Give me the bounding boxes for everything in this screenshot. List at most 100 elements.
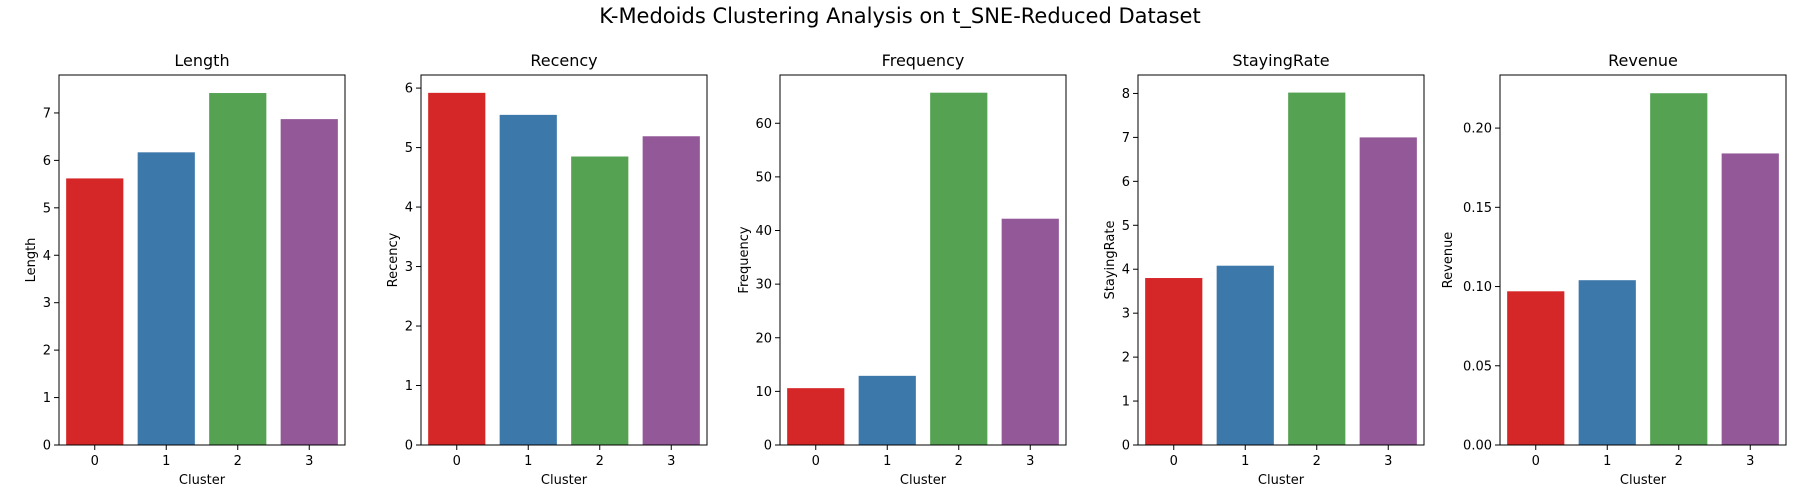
x-tick-label: 3 bbox=[1746, 454, 1754, 469]
y-tick-label: 0 bbox=[764, 439, 772, 454]
axes-frame bbox=[779, 74, 1067, 446]
bar-cluster-2 bbox=[1650, 93, 1708, 445]
y-tick-label: 4 bbox=[43, 249, 51, 264]
x-tick-label: 1 bbox=[162, 454, 170, 469]
x-tick-label: 3 bbox=[1384, 454, 1392, 469]
subplot-revenue: 0 1 2 3 0.00 0.05 0.10 0.15 0.20 Revenue Cluster Re… bbox=[1441, 51, 1787, 488]
x-tick-label: 2 bbox=[234, 454, 242, 469]
x-axis-label: Cluster bbox=[541, 473, 588, 488]
x-tick-label: 3 bbox=[667, 454, 675, 469]
x-tick-label: 0 bbox=[453, 454, 461, 469]
y-tick-label: 4 bbox=[1122, 263, 1130, 278]
bar-cluster-2 bbox=[930, 92, 988, 445]
bar-cluster-1 bbox=[499, 114, 557, 446]
x-tick-label: 2 bbox=[1675, 454, 1683, 469]
x-tick-label: 0 bbox=[812, 454, 820, 469]
x-axis-label: Cluster bbox=[1258, 473, 1305, 488]
y-tick-label: 0 bbox=[1122, 439, 1130, 454]
y-axis-label: Revenue bbox=[1441, 232, 1456, 289]
bar-cluster-1 bbox=[1216, 265, 1274, 445]
axes-frame bbox=[58, 74, 346, 446]
y-tick-label: 10 bbox=[755, 385, 772, 400]
y-tick-label: 0 bbox=[43, 439, 51, 454]
x-tick-label: 1 bbox=[1603, 454, 1611, 469]
bar-cluster-0 bbox=[787, 388, 845, 445]
bar-cluster-3 bbox=[1721, 153, 1779, 445]
bar-cluster-3 bbox=[1359, 137, 1417, 445]
y-tick-label: 1 bbox=[43, 391, 51, 406]
x-tick-label: 2 bbox=[596, 454, 604, 469]
axes-frame bbox=[1137, 74, 1425, 446]
bar-cluster-0 bbox=[1507, 291, 1565, 445]
figure-title: K-Medoids Clustering Analysis on t_SNE-R… bbox=[599, 4, 1201, 28]
y-tick-label: 7 bbox=[43, 106, 51, 121]
y-tick-label: 60 bbox=[755, 117, 772, 132]
subplot-recency: 0 1 2 3 0 1 2 3 4 5 6 Recency Cluster Recency bbox=[386, 51, 708, 488]
subplot-title: Frequency bbox=[882, 51, 965, 70]
y-tick-label: 30 bbox=[755, 278, 772, 293]
y-tick-label: 5 bbox=[43, 201, 51, 216]
x-tick-label: 0 bbox=[1170, 454, 1178, 469]
x-axis-label: Cluster bbox=[1620, 473, 1667, 488]
x-tick-label: 0 bbox=[91, 454, 99, 469]
y-tick-label: 5 bbox=[405, 141, 413, 156]
x-tick-label: 1 bbox=[1241, 454, 1249, 469]
y-tick-label: 6 bbox=[405, 82, 413, 97]
axes-frame bbox=[420, 74, 708, 446]
y-tick-label: 6 bbox=[1122, 175, 1130, 190]
bar-cluster-2 bbox=[571, 156, 629, 445]
y-tick-label: 1 bbox=[1122, 395, 1130, 410]
y-tick-label: 6 bbox=[43, 154, 51, 169]
bar-cluster-3 bbox=[642, 136, 700, 445]
bar-cluster-1 bbox=[137, 152, 195, 445]
y-tick-label: 5 bbox=[1122, 219, 1130, 234]
y-tick-label: 3 bbox=[405, 260, 413, 275]
bar-cluster-1 bbox=[858, 375, 916, 445]
bar-cluster-0 bbox=[66, 178, 124, 445]
y-tick-label: 2 bbox=[1122, 351, 1130, 366]
x-tick-label: 1 bbox=[883, 454, 891, 469]
subplot-title: Revenue bbox=[1608, 51, 1678, 70]
bar-cluster-3 bbox=[1001, 218, 1059, 445]
subplot-stayingrate: 0 1 2 3 0 1 2 3 4 5 6 7 8 StayingRate Cluster StayingRa… bbox=[1103, 51, 1425, 488]
y-tick-label: 0.20 bbox=[1463, 122, 1492, 137]
y-tick-label: 4 bbox=[405, 201, 413, 216]
y-tick-label: 8 bbox=[1122, 87, 1130, 102]
subplot-length: 0 1 2 3 0 1 2 3 4 5 6 7 Length Cluster Length bbox=[24, 51, 346, 488]
subplot-title: StayingRate bbox=[1232, 51, 1329, 70]
y-tick-label: 0.10 bbox=[1463, 280, 1492, 295]
bar-cluster-2 bbox=[1288, 92, 1346, 445]
subplot-title: Length bbox=[174, 51, 229, 70]
subplot-title: Recency bbox=[530, 51, 597, 70]
x-axis-label: Cluster bbox=[900, 473, 947, 488]
y-tick-label: 3 bbox=[1122, 307, 1130, 322]
y-axis-label: StayingRate bbox=[1103, 221, 1118, 300]
y-tick-label: 7 bbox=[1122, 131, 1130, 146]
x-tick-label: 3 bbox=[305, 454, 313, 469]
x-axis-label: Cluster bbox=[179, 473, 226, 488]
x-tick-label: 0 bbox=[1532, 454, 1540, 469]
y-tick-label: 3 bbox=[43, 296, 51, 311]
bar-cluster-0 bbox=[1145, 278, 1203, 445]
bar-cluster-1 bbox=[1578, 280, 1636, 445]
x-tick-label: 3 bbox=[1026, 454, 1034, 469]
y-tick-label: 0.05 bbox=[1463, 359, 1492, 374]
y-tick-label: 0.00 bbox=[1463, 439, 1492, 454]
y-tick-label: 0.15 bbox=[1463, 201, 1492, 216]
y-tick-label: 50 bbox=[755, 170, 772, 185]
y-tick-label: 1 bbox=[405, 379, 413, 394]
subplot-frequency: 0 1 2 30102030405060FrequencyClusterFrequen… bbox=[737, 51, 1067, 488]
bar-cluster-2 bbox=[209, 93, 267, 445]
x-tick-label: 2 bbox=[955, 454, 963, 469]
y-axis-label: Length bbox=[24, 238, 39, 283]
y-tick-label: 2 bbox=[405, 320, 413, 335]
bar-cluster-3 bbox=[280, 119, 338, 446]
y-tick-label: 20 bbox=[755, 331, 772, 346]
y-axis-label: Frequency bbox=[737, 226, 752, 293]
y-tick-label: 40 bbox=[755, 224, 772, 239]
x-tick-label: 1 bbox=[524, 454, 532, 469]
y-axis-label: Recency bbox=[386, 232, 401, 287]
y-tick-label: 2 bbox=[43, 344, 51, 359]
